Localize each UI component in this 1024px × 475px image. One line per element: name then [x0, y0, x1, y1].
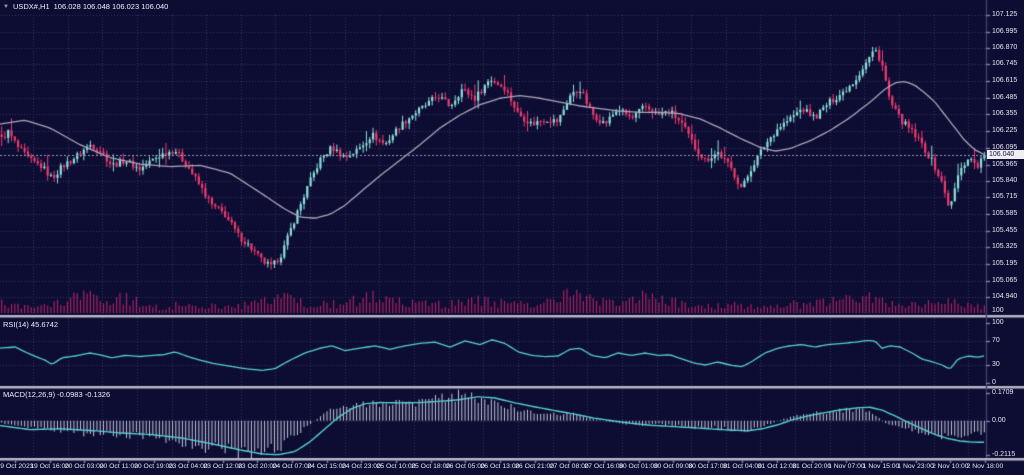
time-axis-label: 25 Oct 10:00: [376, 463, 416, 470]
time-axis-label: 26 Oct 13:00: [480, 463, 520, 470]
time-axis-label: 20 Oct 19:00: [134, 463, 174, 470]
price-axis-label: 106.225: [992, 127, 1018, 135]
time-axis-label: 26 Oct 21:00: [515, 463, 555, 470]
price-axis-label: 106.615: [992, 76, 1018, 84]
time-axis-label: 25 Oct 18:00: [411, 463, 451, 470]
ohlc-values: 106.028 106.048 106.023 106.040: [53, 2, 169, 11]
time-axis-label: 24 Oct 23:00: [341, 463, 381, 470]
time-axis-label: 27 Oct 16:00: [584, 463, 624, 470]
time-axis-label: 31 Oct 12:00: [757, 463, 797, 470]
price-axis-label: 105.325: [992, 243, 1018, 251]
time-axis-label: 23 Oct 04:00: [168, 463, 208, 470]
rsi-axis-label: 0: [992, 379, 996, 386]
time-axis-label: 1 Nov 07:00: [828, 463, 865, 470]
price-axis-label: 106.745: [992, 60, 1018, 68]
price-axis-label: 105.065: [992, 276, 1018, 284]
time-axis-label: 26 Oct 05:00: [445, 463, 485, 470]
time-axis-label: 19 Oct 2023: [0, 463, 34, 470]
price-axis-label: 105.455: [992, 226, 1018, 234]
price-axis-label: 106.355: [992, 110, 1018, 118]
macd-label: MACD(12,26,9) -0.0983 -0.1326: [3, 390, 111, 399]
time-axis-label: 24 Oct 07:00: [272, 463, 312, 470]
time-axis-label: 19 Oct 16:00: [30, 463, 70, 470]
time-axis-label: 1 Nov 15:00: [862, 463, 900, 470]
time-axis-label: 20 Oct 11:00: [99, 463, 139, 470]
macd-axis-label: 0.00: [992, 416, 1006, 424]
price-axis-label: 105.965: [992, 160, 1018, 168]
macd-axis-label: -0.2115: [992, 451, 1016, 458]
macd-axis-label: 0.1709: [992, 389, 1014, 396]
time-axis-label: 23 Oct 12:00: [203, 463, 243, 470]
current-price-tag: 106.040: [987, 150, 1024, 160]
time-axis-label: 20 Oct 03:00: [64, 463, 104, 470]
rsi-axis-label: 100: [992, 319, 1004, 326]
time-axis-label: 31 Oct 20:00: [792, 463, 832, 470]
time-axis-label: 2 Nov 18:00: [966, 463, 1004, 470]
rsi-label: RSI(14) 45.6742: [3, 320, 59, 329]
time-axis-label: 31 Oct 04:00: [722, 463, 762, 470]
price-axis-label: 105.585: [992, 209, 1018, 217]
volume-axis-label: 100: [992, 307, 1004, 314]
price-axis-label: 106.095: [992, 143, 1018, 151]
price-axis-label: 104.940: [992, 293, 1018, 300]
rsi-axis-label: 30: [992, 361, 1000, 368]
rsi-axis-label: 70: [992, 337, 1000, 344]
time-axis-label: 24 Oct 15:00: [307, 463, 347, 470]
time-axis-label: 2 Nov 10:00: [931, 463, 969, 470]
price-axis-label: 105.195: [992, 260, 1018, 268]
time-axis-label: 1 Nov 23:00: [897, 463, 934, 470]
time-axis-label: 30 Oct 09:00: [653, 463, 693, 470]
price-axis-label: 106.995: [992, 27, 1018, 35]
price-axis-label: 107.125: [992, 11, 1018, 18]
price-axis-label: 105.840: [992, 176, 1018, 184]
collapse-icon[interactable]: ▼: [3, 3, 9, 10]
symbol-timeframe-label: USDX#,H1: [12, 2, 50, 11]
time-axis-label: 23 Oct 20:00: [238, 463, 277, 470]
price-axis-label: 105.715: [992, 192, 1018, 200]
time-axis-label: 27 Oct 08:00: [549, 463, 589, 470]
price-axis-label: 106.485: [992, 93, 1018, 101]
price-axis-label: 106.870: [992, 43, 1018, 51]
time-axis-label: 30 Oct 01:00: [619, 463, 658, 470]
chart-title: ▼ USDX#,H1 106.028 106.048 106.023 106.0…: [3, 2, 168, 11]
time-axis-label: 30 Oct 17:00: [688, 463, 728, 470]
